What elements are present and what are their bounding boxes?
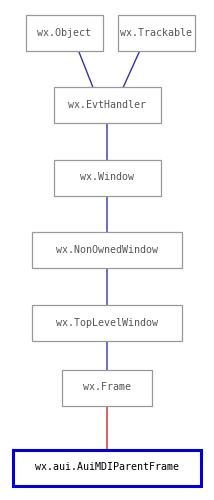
Text: wx.Trackable: wx.Trackable [120, 28, 192, 38]
Text: wx.Frame: wx.Frame [83, 382, 131, 392]
FancyBboxPatch shape [54, 87, 160, 123]
FancyBboxPatch shape [54, 160, 160, 196]
Text: wx.TopLevelWindow: wx.TopLevelWindow [56, 318, 158, 328]
FancyBboxPatch shape [26, 14, 103, 51]
Text: wx.EvtHandler: wx.EvtHandler [68, 100, 146, 110]
FancyBboxPatch shape [32, 232, 182, 268]
FancyBboxPatch shape [62, 370, 152, 406]
Text: wx.Object: wx.Object [37, 28, 91, 38]
Text: wx.aui.AuiMDIParentFrame: wx.aui.AuiMDIParentFrame [35, 462, 179, 472]
Text: wx.NonOwnedWindow: wx.NonOwnedWindow [56, 245, 158, 255]
FancyBboxPatch shape [118, 14, 195, 51]
Text: wx.Window: wx.Window [80, 172, 134, 182]
FancyBboxPatch shape [32, 304, 182, 340]
FancyBboxPatch shape [13, 450, 201, 486]
